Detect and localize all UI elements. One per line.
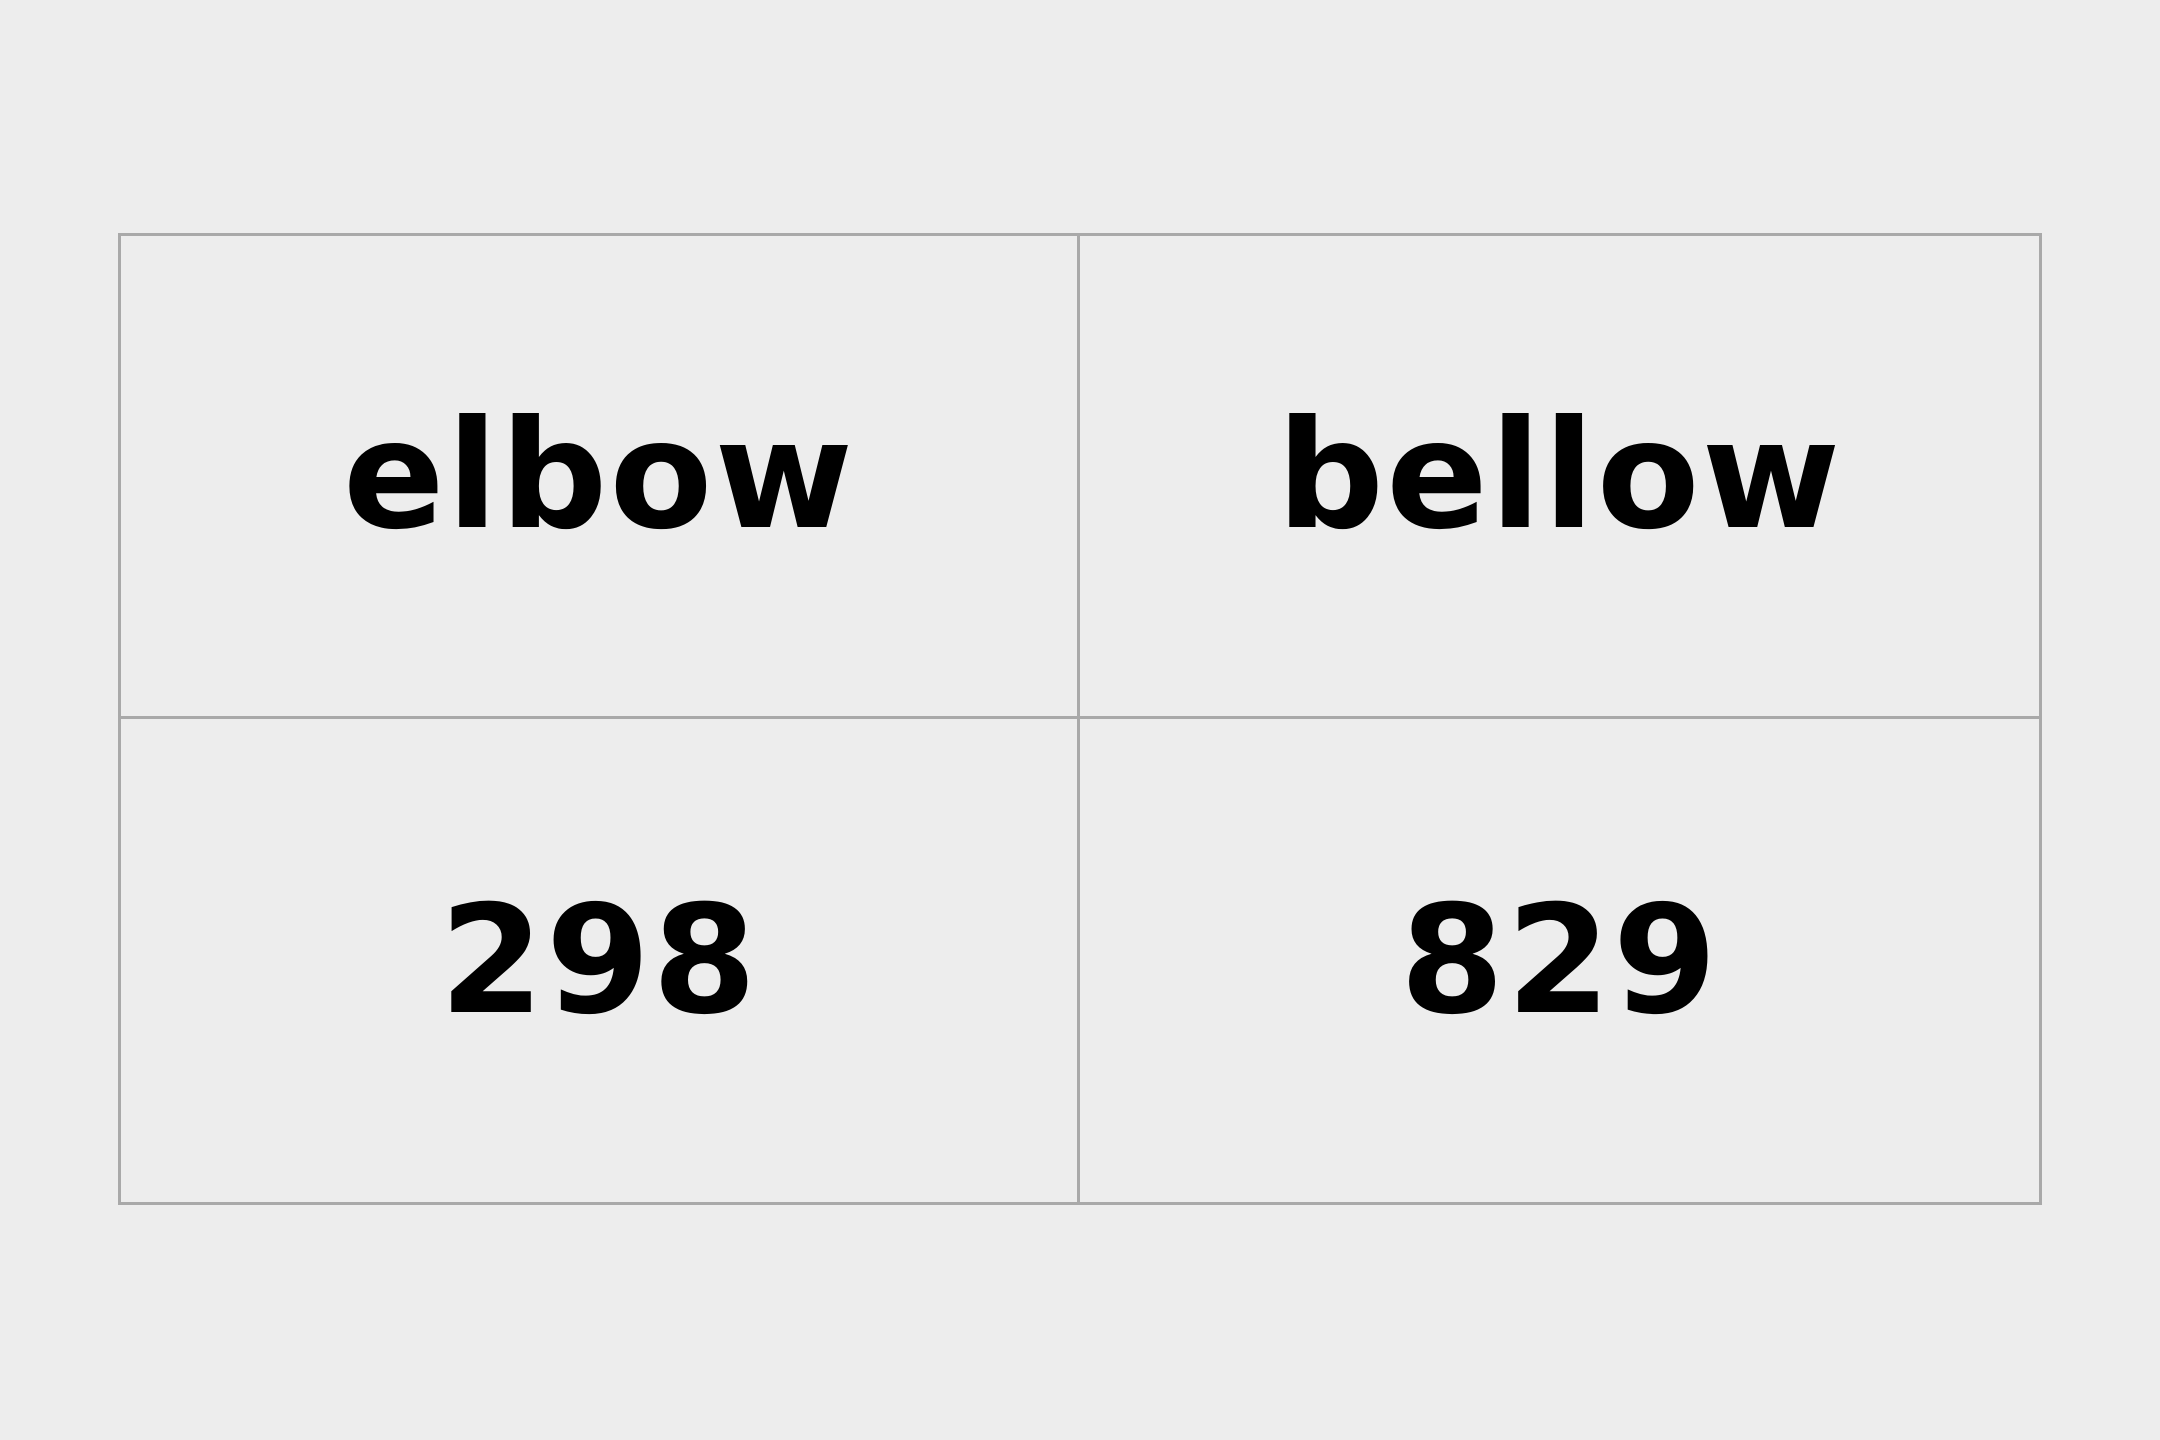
table-cell-word-2: bellow — [1080, 236, 2039, 719]
cell-text: 829 — [1399, 873, 1720, 1048]
cell-text: 298 — [439, 873, 759, 1048]
cell-text: elbow — [342, 389, 856, 563]
word-number-table: elbow bellow 298 829 — [118, 233, 2042, 1205]
table-cell-number-2: 829 — [1080, 719, 2039, 1202]
table-cell-word-1: elbow — [121, 236, 1080, 719]
cell-text: bellow — [1276, 389, 1843, 563]
table-cell-number-1: 298 — [121, 719, 1080, 1202]
